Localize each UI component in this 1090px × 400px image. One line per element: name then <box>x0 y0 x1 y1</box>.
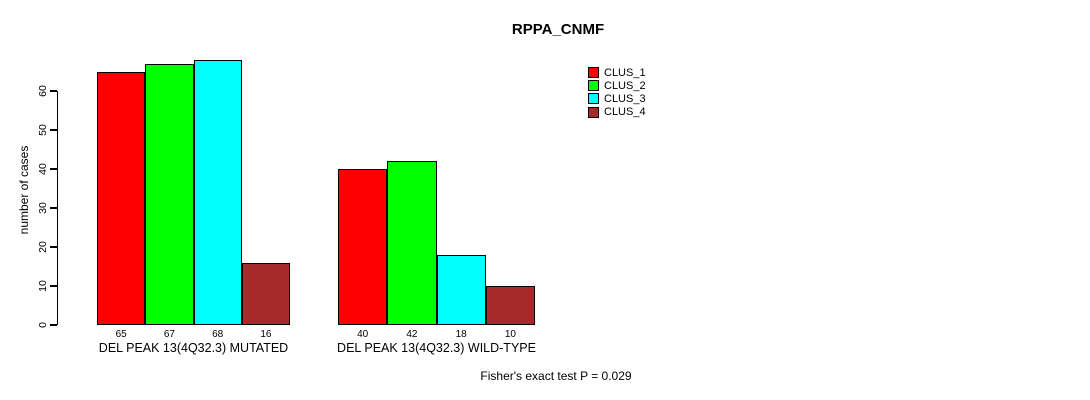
bar-value-label: 42 <box>406 329 418 340</box>
legend-swatch <box>588 80 599 92</box>
y-axis-title: number of cases <box>17 145 31 235</box>
bar <box>241 262 290 325</box>
legend: CLUS_1 CLUS_2 CLUS_3 CLUS_4 <box>588 66 646 119</box>
bar <box>485 286 535 325</box>
y-axis-tick <box>50 168 57 170</box>
y-axis-tick <box>50 129 57 131</box>
bar <box>338 169 388 325</box>
y-axis-tick <box>50 324 57 326</box>
bar <box>387 161 437 325</box>
bar-value-label: 65 <box>115 329 127 340</box>
legend-row: CLUS_2 <box>588 79 646 92</box>
bar <box>193 59 242 325</box>
y-axis-tick <box>50 90 57 92</box>
y-axis-tick-label: 0 <box>37 322 49 328</box>
legend-row: CLUS_4 <box>588 106 646 119</box>
y-axis-line <box>57 91 59 325</box>
y-axis-tick-label: 60 <box>37 85 49 97</box>
y-axis-tick-label: 50 <box>37 124 49 136</box>
y-axis-tick-label: 20 <box>37 241 49 253</box>
legend-swatch <box>588 106 599 118</box>
y-axis-tick <box>50 246 57 248</box>
group-label: DEL PEAK 13(4Q32.3) WILD-TYPE <box>337 341 536 355</box>
legend-label: CLUS_1 <box>604 66 646 79</box>
bar-value-label: 10 <box>504 329 516 340</box>
y-axis-tick-label: 10 <box>37 280 49 292</box>
bar-value-label: 16 <box>260 329 272 340</box>
bar-value-label: 67 <box>163 329 175 340</box>
bar-value-label: 68 <box>212 329 224 340</box>
bar-value-label: 18 <box>455 329 467 340</box>
y-axis-tick <box>50 285 57 287</box>
bar <box>436 254 486 325</box>
y-axis-tick <box>50 207 57 209</box>
legend-label: CLUS_2 <box>604 79 646 92</box>
bar-value-label: 40 <box>357 329 369 340</box>
legend-row: CLUS_1 <box>588 66 646 79</box>
legend-label: CLUS_4 <box>604 106 646 119</box>
y-axis-tick-label: 40 <box>37 163 49 175</box>
group-label: DEL PEAK 13(4Q32.3) MUTATED <box>98 341 289 355</box>
legend-swatch <box>588 93 599 105</box>
legend-label: CLUS_3 <box>604 92 646 105</box>
bar <box>145 63 194 325</box>
bar <box>97 71 146 325</box>
legend-row: CLUS_3 <box>588 92 646 105</box>
fisher-test-annotation: Fisher's exact test P = 0.029 <box>480 369 632 383</box>
y-axis-tick-label: 30 <box>37 202 49 214</box>
legend-swatch <box>588 67 599 79</box>
chart-title: RPPA_CNMF <box>511 21 605 38</box>
